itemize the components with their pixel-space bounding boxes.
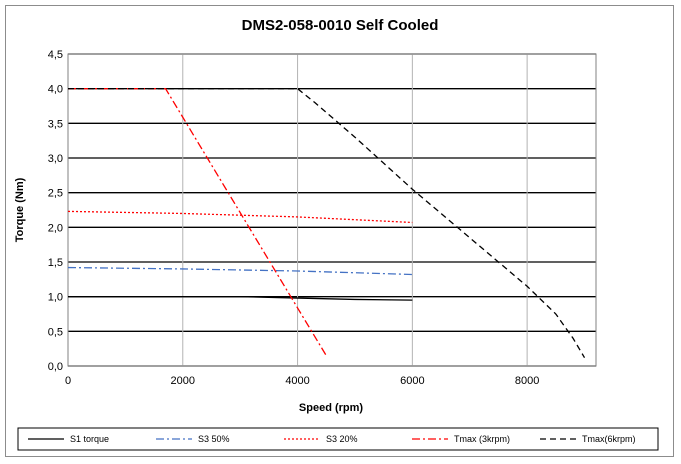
x-axis-title: Speed (rpm) xyxy=(299,402,364,414)
series-line xyxy=(68,296,413,301)
grid-lines xyxy=(68,53,596,367)
series-line xyxy=(67,210,413,224)
plot-area xyxy=(67,53,597,367)
y-tick-label: 4,5 xyxy=(48,49,63,61)
legend: S1 torque S3 50% S3 20% Tmax (3krpm) Tmax(6k… xyxy=(17,427,659,451)
x-tick-label: 4000 xyxy=(285,375,309,387)
y-tick-label: 0,5 xyxy=(48,326,63,338)
y-axis-title: Torque (Nm) xyxy=(14,177,26,242)
tick-labels: 0,0 0,5 1,0 1,5 2,0 2,5 3,0 3,5 4,0 4,5 0 2000 4000 6… xyxy=(48,49,540,387)
legend-box xyxy=(17,427,659,451)
legend-label: S3 20% xyxy=(326,434,358,444)
y-tick-label: 1,0 xyxy=(48,292,63,304)
chart-title: DMS2-058-0010 Self Cooled xyxy=(242,17,439,34)
x-tick-label: 8000 xyxy=(515,375,539,387)
y-tick-label: 2,0 xyxy=(48,222,63,234)
y-tick-label: 0,0 xyxy=(48,361,63,373)
y-tick-label: 3,0 xyxy=(48,153,63,165)
x-tick-label: 0 xyxy=(65,375,71,387)
x-tick-label: 6000 xyxy=(400,375,424,387)
y-tick-label: 2,5 xyxy=(48,188,63,200)
legend-label: S1 torque xyxy=(70,434,109,444)
y-tick-label: 3,5 xyxy=(48,118,63,130)
series-line xyxy=(68,88,327,356)
legend-label: Tmax (3krpm) xyxy=(454,434,510,444)
series-lines xyxy=(67,88,586,359)
x-tick-label: 2000 xyxy=(171,375,195,387)
legend-label: S3 50% xyxy=(198,434,230,444)
series-line xyxy=(67,266,413,276)
chart-frame xyxy=(5,5,674,457)
y-tick-label: 1,5 xyxy=(48,257,63,269)
legend-label: Tmax(6krpm) xyxy=(582,434,636,444)
y-tick-label: 4,0 xyxy=(48,84,63,96)
series-line xyxy=(68,88,586,359)
